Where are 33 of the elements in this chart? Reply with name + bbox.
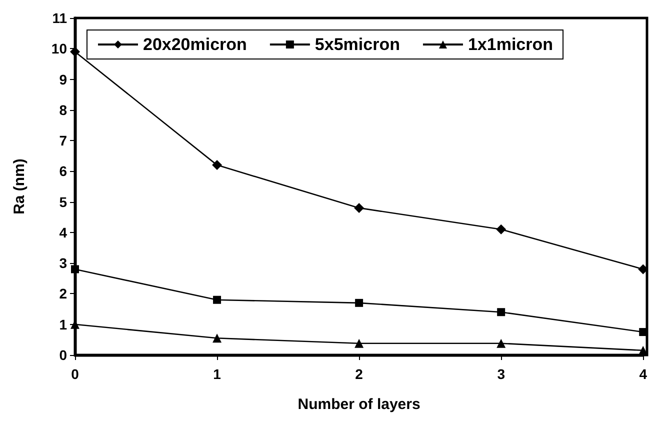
x-tick-label: 2 bbox=[355, 366, 364, 382]
point bbox=[212, 160, 222, 170]
y-tick-label: 10 bbox=[51, 40, 68, 57]
legend-label: 5x5micron bbox=[314, 35, 400, 54]
point bbox=[213, 296, 222, 304]
y-tick-label: 1 bbox=[59, 316, 68, 332]
x-tick-label: 3 bbox=[497, 366, 506, 382]
point bbox=[354, 338, 364, 348]
legend-label: 20x20micron bbox=[142, 35, 247, 54]
y-tick-label: 4 bbox=[59, 224, 68, 240]
y-tick-label: 9 bbox=[59, 71, 68, 88]
y-tick-label: 7 bbox=[59, 132, 68, 149]
x-tick-label: 1 bbox=[213, 366, 222, 382]
point bbox=[70, 46, 80, 57]
point bbox=[212, 334, 222, 343]
point bbox=[71, 265, 79, 274]
point bbox=[497, 308, 506, 316]
x-axis-title: Number of layers bbox=[298, 396, 420, 413]
y-tick-label: 8 bbox=[59, 102, 68, 118]
legend-label: 1x1micron bbox=[468, 35, 554, 54]
y-tick-label: 0 bbox=[59, 347, 68, 363]
y-tick-label: 5 bbox=[59, 194, 68, 210]
point bbox=[354, 202, 364, 213]
y-axis-title: Ra (nm) bbox=[11, 158, 28, 214]
x-tick-label: 0 bbox=[71, 366, 80, 382]
point bbox=[496, 338, 506, 348]
x-tick-label: 4 bbox=[639, 366, 648, 382]
y-tick-label: 2 bbox=[59, 286, 68, 302]
point bbox=[355, 298, 364, 307]
y-tick-label: 11 bbox=[52, 10, 68, 26]
y-tick-label: 3 bbox=[59, 255, 68, 272]
y-tick-label: 6 bbox=[59, 163, 68, 180]
point bbox=[496, 224, 506, 234]
